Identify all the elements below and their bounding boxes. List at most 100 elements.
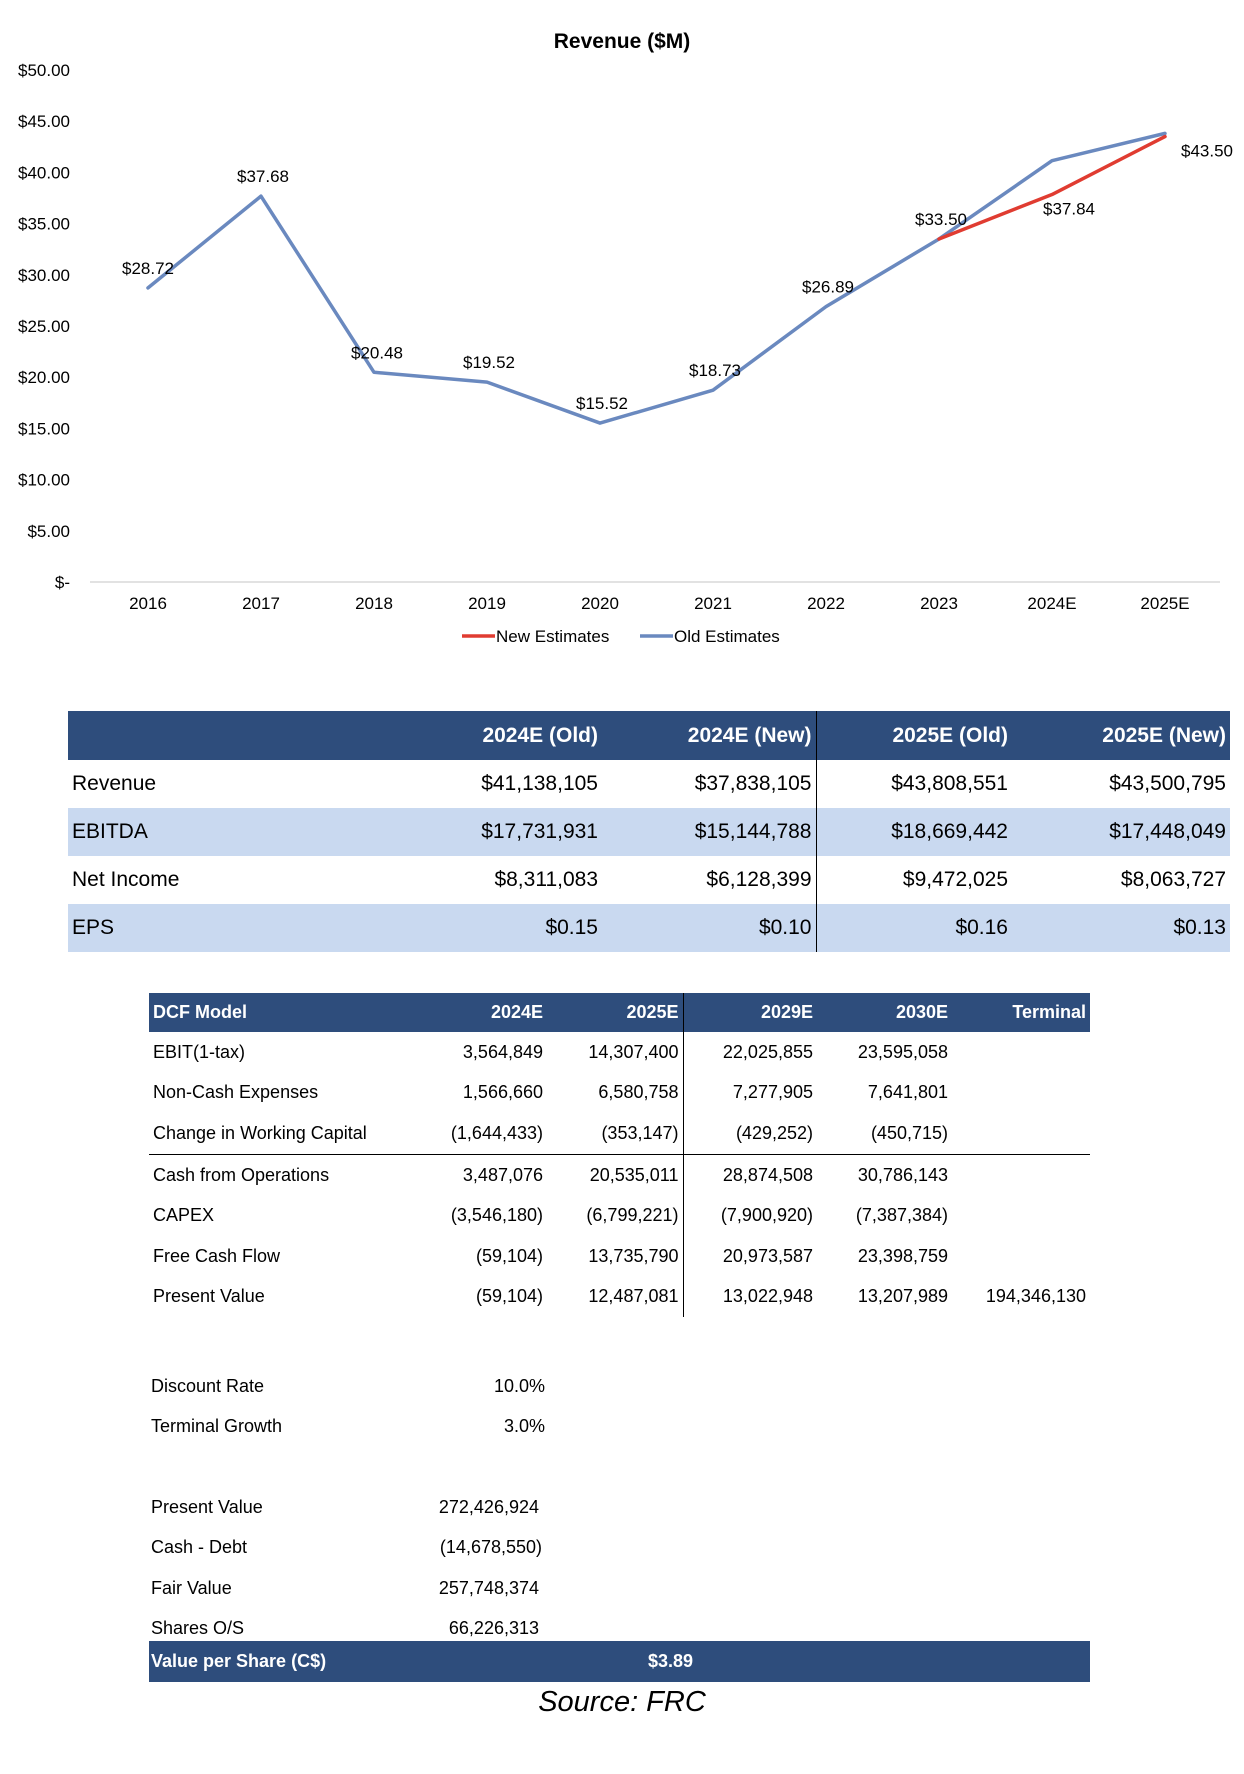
x-tick-label: 2017	[242, 594, 280, 613]
table-cell: 28,874,508	[683, 1153, 817, 1196]
y-tick-label: $10.00	[18, 471, 70, 490]
table-cell: 23,398,759	[857, 1245, 948, 1266]
table-cell: (7,387,384)	[855, 1205, 948, 1226]
dcf-header-cell: DCF Model	[149, 993, 424, 1032]
row-label: Change in Working Capital	[153, 1122, 367, 1143]
dcf-row: Free Cash Flow (59,104) 13,735,790 20,97…	[149, 1235, 1090, 1277]
data-label: $43.50	[1181, 142, 1233, 161]
table-cell: $0.13	[1012, 904, 1230, 952]
row-label: EPS	[68, 904, 353, 952]
dcf-header-cell: 2024E	[424, 993, 547, 1032]
table-cell: 30,786,143	[817, 1153, 952, 1196]
valuation-value: 257,748,374	[438, 1578, 539, 1598]
table-cell: $0.10	[602, 904, 817, 952]
x-tick-label: 2023	[920, 594, 958, 613]
table-cell: 23,595,058	[857, 1041, 948, 1062]
assumption-value: 3.0%	[503, 1416, 545, 1436]
series-line-new-estimates	[937, 134, 1167, 241]
table-cell: $15,144,788	[602, 808, 817, 856]
assumption-label: Discount Rate	[151, 1376, 265, 1396]
comparison-header-cell: 2024E (New)	[602, 711, 817, 760]
table-cell: (7,900,920)	[720, 1205, 813, 1226]
table-cell: $18,669,442	[816, 808, 1012, 856]
row-label: Free Cash Flow	[153, 1245, 281, 1266]
table-cell: 1,566,660	[462, 1082, 543, 1103]
table-cell: $8,063,727	[1120, 868, 1226, 891]
table-cell: 3,487,076	[424, 1153, 547, 1196]
comparison-header-row: 2024E (Old) 2024E (New) 2025E (Old) 2025…	[68, 711, 1230, 760]
row-label: Present Value	[153, 1286, 265, 1307]
comparison-header-cell: 2025E (Old)	[816, 711, 1012, 760]
table-cell: 13,735,790	[547, 1235, 684, 1277]
dcf-model-table: DCF Model 2024E 2025E 2029E 2030E Termin…	[149, 993, 1090, 1318]
table-cell	[952, 1113, 1090, 1154]
table-cell	[952, 1195, 1090, 1236]
x-tick-label: 2021	[694, 594, 732, 613]
x-tick-label: 2025E	[1140, 594, 1189, 613]
x-tick-label: 2016	[129, 594, 167, 613]
table-cell: 13,022,948	[722, 1286, 813, 1307]
x-tick-label: 2022	[807, 594, 845, 613]
dcf-header-row: DCF Model 2024E 2025E 2029E 2030E Termin…	[149, 993, 1090, 1032]
x-tick-label: 2018	[355, 594, 393, 613]
dcf-row: Non-Cash Expenses 1,566,660 6,580,758 7,…	[149, 1072, 1090, 1114]
dcf-row: Change in Working Capital (1,644,433) (3…	[149, 1113, 1090, 1155]
table-cell	[952, 1032, 1090, 1073]
table-cell: (429,252)	[735, 1122, 813, 1143]
table-cell: $6,128,399	[602, 856, 817, 904]
comparison-header-cell	[68, 711, 353, 760]
legend-label: Old Estimates	[674, 627, 780, 646]
table-cell: 22,025,855	[722, 1041, 813, 1062]
comparison-header-cell: 2024E (Old)	[353, 711, 602, 760]
dcf-row: Cash from Operations 3,487,076 20,535,01…	[149, 1153, 1090, 1196]
table-cell: 6,580,758	[547, 1072, 684, 1114]
row-label: Non-Cash Expenses	[153, 1082, 319, 1103]
row-label: Revenue	[72, 772, 157, 795]
data-label: $37.84	[1043, 200, 1095, 219]
valuation-row: Fair Value 257,748,374	[149, 1568, 539, 1608]
y-tick-label: $25.00	[18, 317, 70, 336]
revenue-chart-svg: Revenue ($M) $50.00 $45.00 $40.00 $35.00 $30…	[18, 30, 1233, 646]
table-cell: (1,644,433)	[450, 1122, 543, 1143]
table-cell: 7,641,801	[867, 1082, 948, 1103]
comparison-row: Net Income $8,311,083 $6,128,399 $9,472,…	[68, 856, 1230, 904]
dcf-row: Present Value (59,104) 12,487,081 13,022…	[149, 1276, 1090, 1318]
dcf-header-cell: 2025E	[547, 993, 684, 1032]
valuation-row: Shares O/S 66,226,313	[149, 1608, 539, 1648]
data-label: $20.48	[351, 343, 403, 362]
table-cell: 12,487,081	[547, 1276, 684, 1318]
comparison-header-cell: 2025E (New)	[1012, 711, 1230, 760]
table-cell: 13,207,989	[857, 1286, 948, 1307]
row-label: Cash from Operations	[149, 1153, 424, 1196]
x-tick-label: 2020	[581, 594, 619, 613]
x-tick-label: 2024E	[1027, 594, 1076, 613]
table-cell: (450,715)	[870, 1122, 948, 1143]
data-label: $18.73	[689, 361, 741, 380]
table-cell: 20,973,587	[722, 1245, 813, 1266]
row-label: EBITDA	[68, 808, 353, 856]
y-tick-label: $45.00	[18, 112, 70, 131]
dcf-row: EBIT(1-tax) 3,564,849 14,307,400 22,025,…	[149, 1032, 1090, 1073]
table-cell: $41,138,105	[481, 772, 598, 795]
dcf-header-cell: Terminal	[952, 993, 1090, 1032]
value-per-share-label: Value per Share (C$)	[151, 1651, 327, 1671]
row-label: CAPEX	[153, 1205, 215, 1226]
series-line-old-estimates	[146, 131, 1167, 425]
y-tick-label: $15.00	[18, 419, 70, 438]
table-cell: $37,838,105	[602, 760, 817, 808]
legend-label: New Estimates	[496, 627, 609, 646]
valuation-value: 272,426,924	[438, 1497, 539, 1517]
valuation-label: Present Value	[151, 1497, 263, 1517]
comparison-row: Revenue $41,138,105 $37,838,105 $43,808,…	[68, 760, 1230, 808]
comparison-row: EBITDA $17,731,931 $15,144,788 $18,669,4…	[68, 808, 1230, 856]
row-label: EBIT(1-tax)	[153, 1041, 246, 1062]
table-cell: $43,500,795	[1109, 772, 1226, 795]
table-cell: $0.16	[816, 904, 1012, 952]
dcf-header-cell: 2029E	[683, 993, 817, 1032]
data-label: $19.52	[463, 353, 515, 372]
table-cell	[952, 1073, 1090, 1114]
table-cell: $0.15	[353, 904, 602, 952]
data-label: $37.68	[237, 167, 289, 186]
table-cell: $8,311,083	[494, 868, 598, 891]
chart-title: Revenue ($M)	[554, 30, 691, 53]
